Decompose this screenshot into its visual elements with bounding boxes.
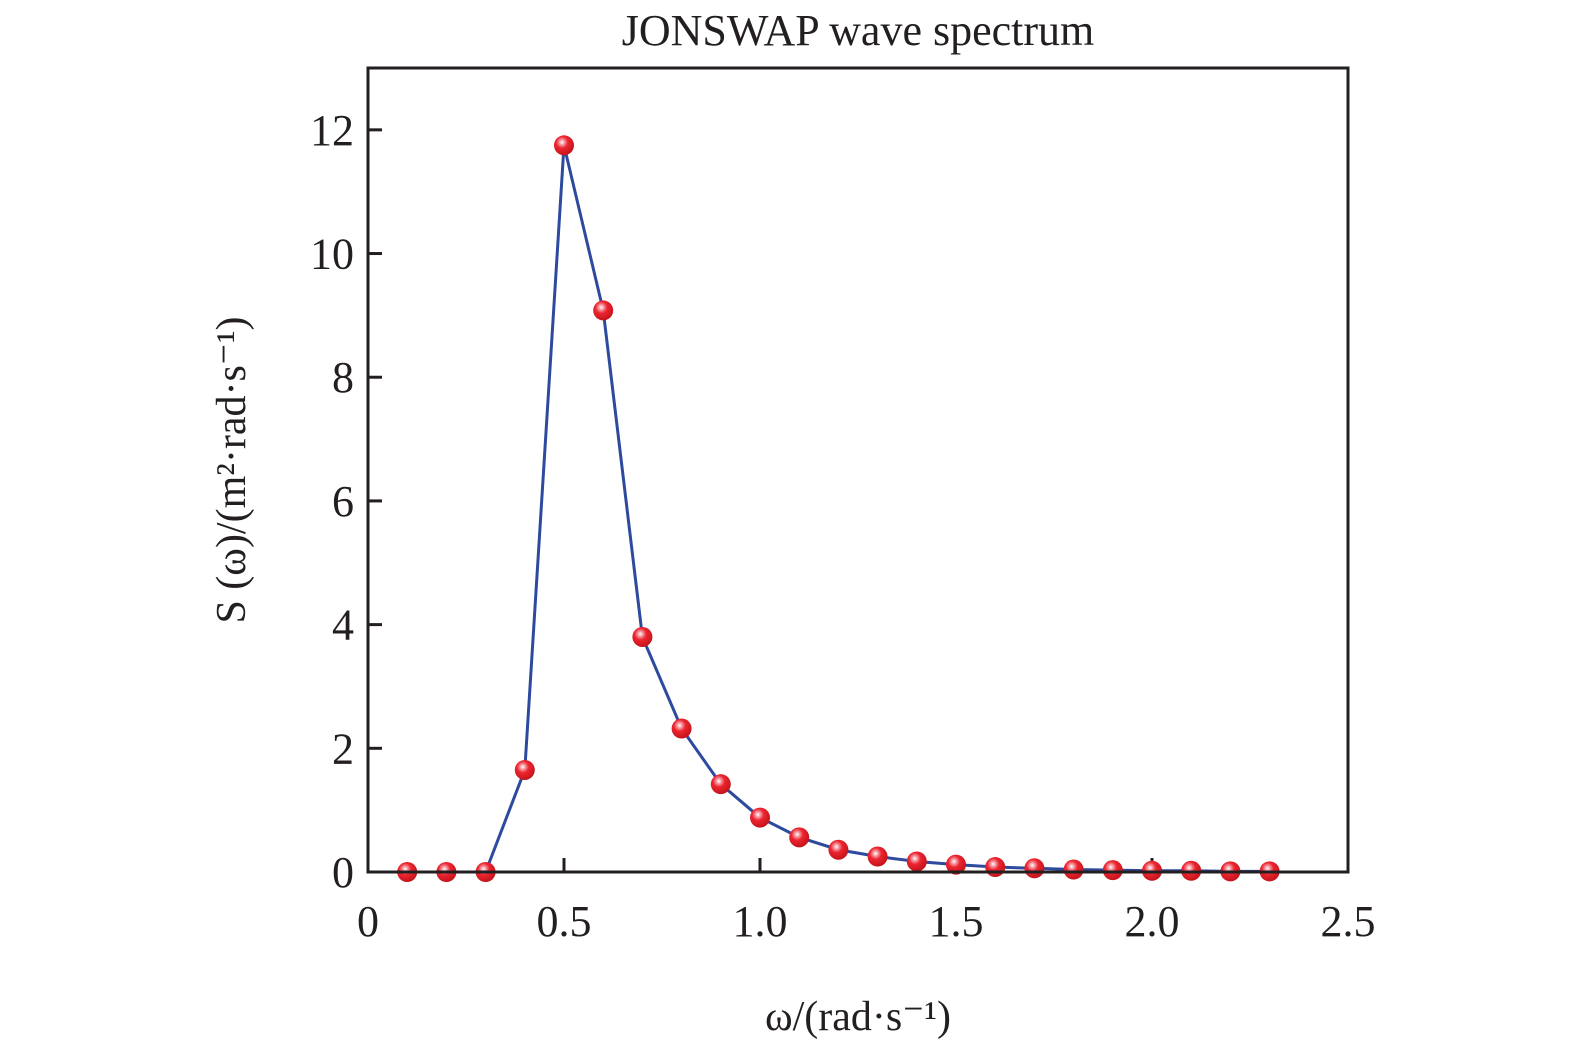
- y-tick-label: 4: [332, 601, 354, 650]
- data-point: [750, 807, 770, 828]
- data-point: [946, 854, 966, 875]
- data-point: [671, 718, 692, 739]
- series-line: [407, 144, 1270, 874]
- x-tick-label: 1.0: [733, 897, 788, 946]
- data-point: [906, 851, 927, 872]
- y-tick-label: 0: [332, 848, 354, 897]
- data-point: [514, 759, 535, 780]
- y-tick-label: 8: [332, 353, 354, 402]
- x-tick-label: 2.0: [1125, 897, 1180, 946]
- x-tick-label: 2.5: [1321, 897, 1376, 946]
- data-point: [1063, 859, 1084, 880]
- y-axis-label: S (ω)/(m²·rad·s⁻¹): [209, 316, 255, 623]
- data-point: [867, 846, 888, 867]
- x-tick-label: 0: [357, 897, 379, 946]
- data-point: [985, 857, 1006, 878]
- data-point: [828, 839, 849, 860]
- data-point: [1102, 860, 1123, 881]
- y-tick-label: 10: [310, 230, 354, 279]
- data-point: [554, 135, 574, 156]
- data-point: [632, 626, 653, 647]
- y-tick-label: 2: [332, 724, 354, 773]
- x-axis-label: ω/(rad·s⁻¹): [765, 994, 951, 1040]
- plot-frame: [366, 66, 1350, 874]
- data-point: [593, 300, 614, 321]
- x-tick-label: 1.5: [929, 897, 984, 946]
- data-point: [1024, 858, 1045, 879]
- data-point: [710, 774, 731, 795]
- y-tick-label: 6: [332, 477, 354, 526]
- y-tick-label: 12: [310, 106, 354, 155]
- data-point: [789, 827, 810, 848]
- x-tick-label: 0.5: [537, 897, 592, 946]
- chart-title: JONSWAP wave spectrum: [622, 6, 1095, 55]
